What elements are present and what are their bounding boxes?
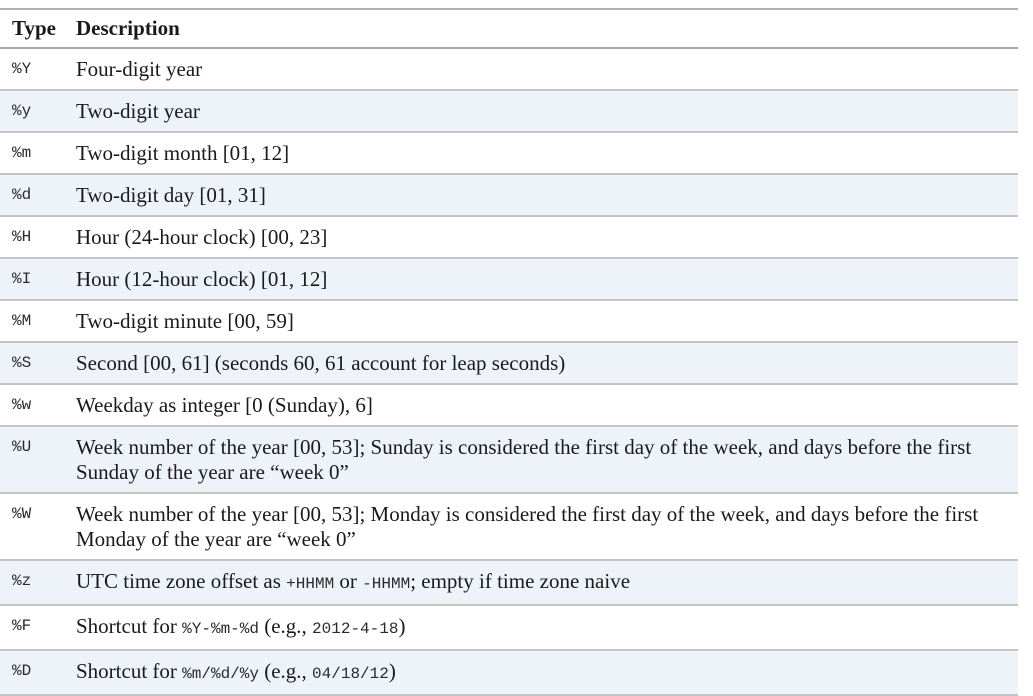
description-text: (e.g., [258, 659, 313, 683]
format-code-cell: %D [0, 650, 76, 696]
table-row: %d Two-digit day [01, 31] [0, 174, 1018, 217]
format-code-cell: %I [0, 258, 76, 301]
description-cell: Hour (24-hour clock) [00, 23] [76, 216, 1018, 259]
table-row: %I Hour (12-hour clock) [01, 12] [0, 258, 1018, 301]
header-type: Type [0, 9, 76, 49]
description-text: Shortcut for [76, 659, 183, 683]
description-cell: Two-digit day [01, 31] [76, 174, 1018, 217]
description-text: ; empty if time zone naive [410, 569, 631, 593]
format-code-cell: %z [0, 560, 76, 606]
inline-code: -HHMM [362, 575, 411, 593]
description-text: Two-digit month [01, 12] [76, 141, 290, 165]
table-row: %m Two-digit month [01, 12] [0, 132, 1018, 175]
description-text: UTC time zone offset as [76, 569, 287, 593]
description-cell: Two-digit month [01, 12] [76, 132, 1018, 175]
format-code-cell: %Y [0, 48, 76, 91]
description-text: Hour (24-hour clock) [00, 23] [76, 225, 328, 249]
table-row: %z UTC time zone offset as +HHMM or -HHMM… [0, 560, 1018, 606]
format-code-cell: %m [0, 132, 76, 175]
inline-code: +HHMM [286, 575, 335, 593]
description-cell: Week number of the year [00, 53]; Monday… [76, 493, 1018, 561]
table-row: %H Hour (24-hour clock) [00, 23] [0, 216, 1018, 259]
header-description: Description [76, 9, 1018, 49]
format-code-cell: %W [0, 493, 76, 561]
format-code-cell: %y [0, 90, 76, 133]
description-text: Shortcut for [76, 614, 183, 638]
description-text: Week number of the year [00, 53]; Monday… [76, 502, 979, 551]
table-row: %S Second [00, 61] (seconds 60, 61 accoun… [0, 342, 1018, 385]
description-cell: Shortcut for %m/%d/%y (e.g., 04/18/12) [76, 650, 1018, 696]
description-text: (e.g., [258, 614, 313, 638]
description-cell: Shortcut for %Y-%m-%d (e.g., 2012-4-18) [76, 605, 1018, 651]
description-text: Hour (12-hour clock) [01, 12] [76, 267, 328, 291]
table-body: %Y Four-digit year %y Two-digit year %m Two-d… [0, 48, 1018, 696]
description-cell: Second [00, 61] (seconds 60, 61 account … [76, 342, 1018, 385]
inline-code: %Y-%m-%d [182, 620, 259, 638]
table-row: %Y Four-digit year [0, 48, 1018, 91]
description-text: Weekday as integer [0 (Sunday), 6] [76, 393, 373, 417]
description-cell: Weekday as integer [0 (Sunday), 6] [76, 384, 1018, 427]
inline-code: 2012-4-18 [312, 620, 399, 638]
description-text: ) [388, 659, 396, 683]
format-code-cell: %U [0, 426, 76, 494]
table-row: %F Shortcut for %Y-%m-%d (e.g., 2012-4-18… [0, 605, 1018, 651]
description-cell: Week number of the year [00, 53]; Sunday… [76, 426, 1018, 494]
format-code-cell: %H [0, 216, 76, 259]
description-cell: UTC time zone offset as +HHMM or -HHMM; … [76, 560, 1018, 606]
description-text: ) [398, 614, 406, 638]
description-cell: Two-digit year [76, 90, 1018, 133]
format-code-cell: %d [0, 174, 76, 217]
description-text: Two-digit minute [00, 59] [76, 309, 294, 333]
description-cell: Four-digit year [76, 48, 1018, 91]
format-code-cell: %S [0, 342, 76, 385]
table-row: %y Two-digit year [0, 90, 1018, 133]
table-header-row: Type Description [0, 9, 1018, 49]
description-cell: Two-digit minute [00, 59] [76, 300, 1018, 343]
description-text: Two-digit day [01, 31] [76, 183, 266, 207]
description-text: or [334, 569, 363, 593]
description-text: Week number of the year [00, 53]; Sunday… [76, 435, 972, 484]
table-row: %W Week number of the year [00, 53]; Mond… [0, 493, 1018, 561]
table-row: %M Two-digit minute [00, 59] [0, 300, 1018, 343]
format-code-cell: %w [0, 384, 76, 427]
description-text: Four-digit year [76, 57, 203, 81]
datetime-format-table: Type Description %Y Four-digit year %y Two-… [0, 8, 1018, 696]
table-row: %w Weekday as integer [0 (Sunday), 6] [0, 384, 1018, 427]
format-code-cell: %F [0, 605, 76, 651]
inline-code: 04/18/12 [312, 665, 389, 683]
table-row: %U Week number of the year [00, 53]; Sund… [0, 426, 1018, 494]
format-code-cell: %M [0, 300, 76, 343]
description-text: Second [00, 61] (seconds 60, 61 account … [76, 351, 566, 375]
description-cell: Hour (12-hour clock) [01, 12] [76, 258, 1018, 301]
inline-code: %m/%d/%y [182, 665, 259, 683]
description-text: Two-digit year [76, 99, 200, 123]
table-row: %D Shortcut for %m/%d/%y (e.g., 04/18/12) [0, 650, 1018, 696]
